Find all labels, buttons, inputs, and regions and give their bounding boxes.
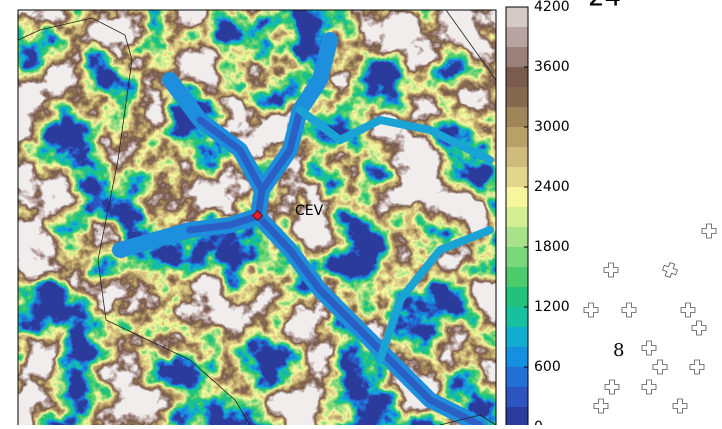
colorbar-tick-label: 0 [534,419,543,425]
colorbar-tick-label: 1800 [534,239,570,255]
colorbar-band [506,127,528,147]
colorbar-band [506,407,528,425]
colorbar-tick-label: 3600 [534,59,570,75]
colorbar-band [506,287,528,307]
colorbar-band [506,27,528,47]
colorbar-band [506,247,528,267]
colorbar-band [506,107,528,127]
map-view: CEV 0 600 1200 1800 2400 3000 3600 4200 24 8 [0,0,722,425]
colorbar: 0 600 1200 1800 2400 3000 3600 4200 [506,0,570,425]
colorbar-tick-label: 1200 [534,299,570,315]
colorbar-tick-label: 3000 [534,119,570,135]
colorbar-band [506,7,528,27]
colorbar-band [506,307,528,327]
colorbar-tick-label: 4200 [534,0,570,15]
colorbar-band [506,167,528,187]
page: {"map": {"station": "CEV", "labels": ["2… [0,0,722,425]
colorbar-band [506,67,528,87]
colorbar-band [506,367,528,387]
colorbar-band [506,387,528,407]
cross-markers [584,224,716,413]
colorbar-tick-label: 2400 [534,179,570,195]
station-label: CEV [295,203,324,219]
colorbar-band [506,227,528,247]
colorbar-band [506,207,528,227]
colorbar-band [506,347,528,367]
colorbar-tick-label: 600 [534,359,561,375]
count-label: 8 [613,340,624,361]
colorbar-band [506,327,528,347]
panel-label: 24 [588,0,621,13]
colorbar-band [506,87,528,107]
colorbar-band [506,267,528,287]
colorbar-band [506,187,528,207]
colorbar-band [506,47,528,67]
colorbar-band [506,147,528,167]
